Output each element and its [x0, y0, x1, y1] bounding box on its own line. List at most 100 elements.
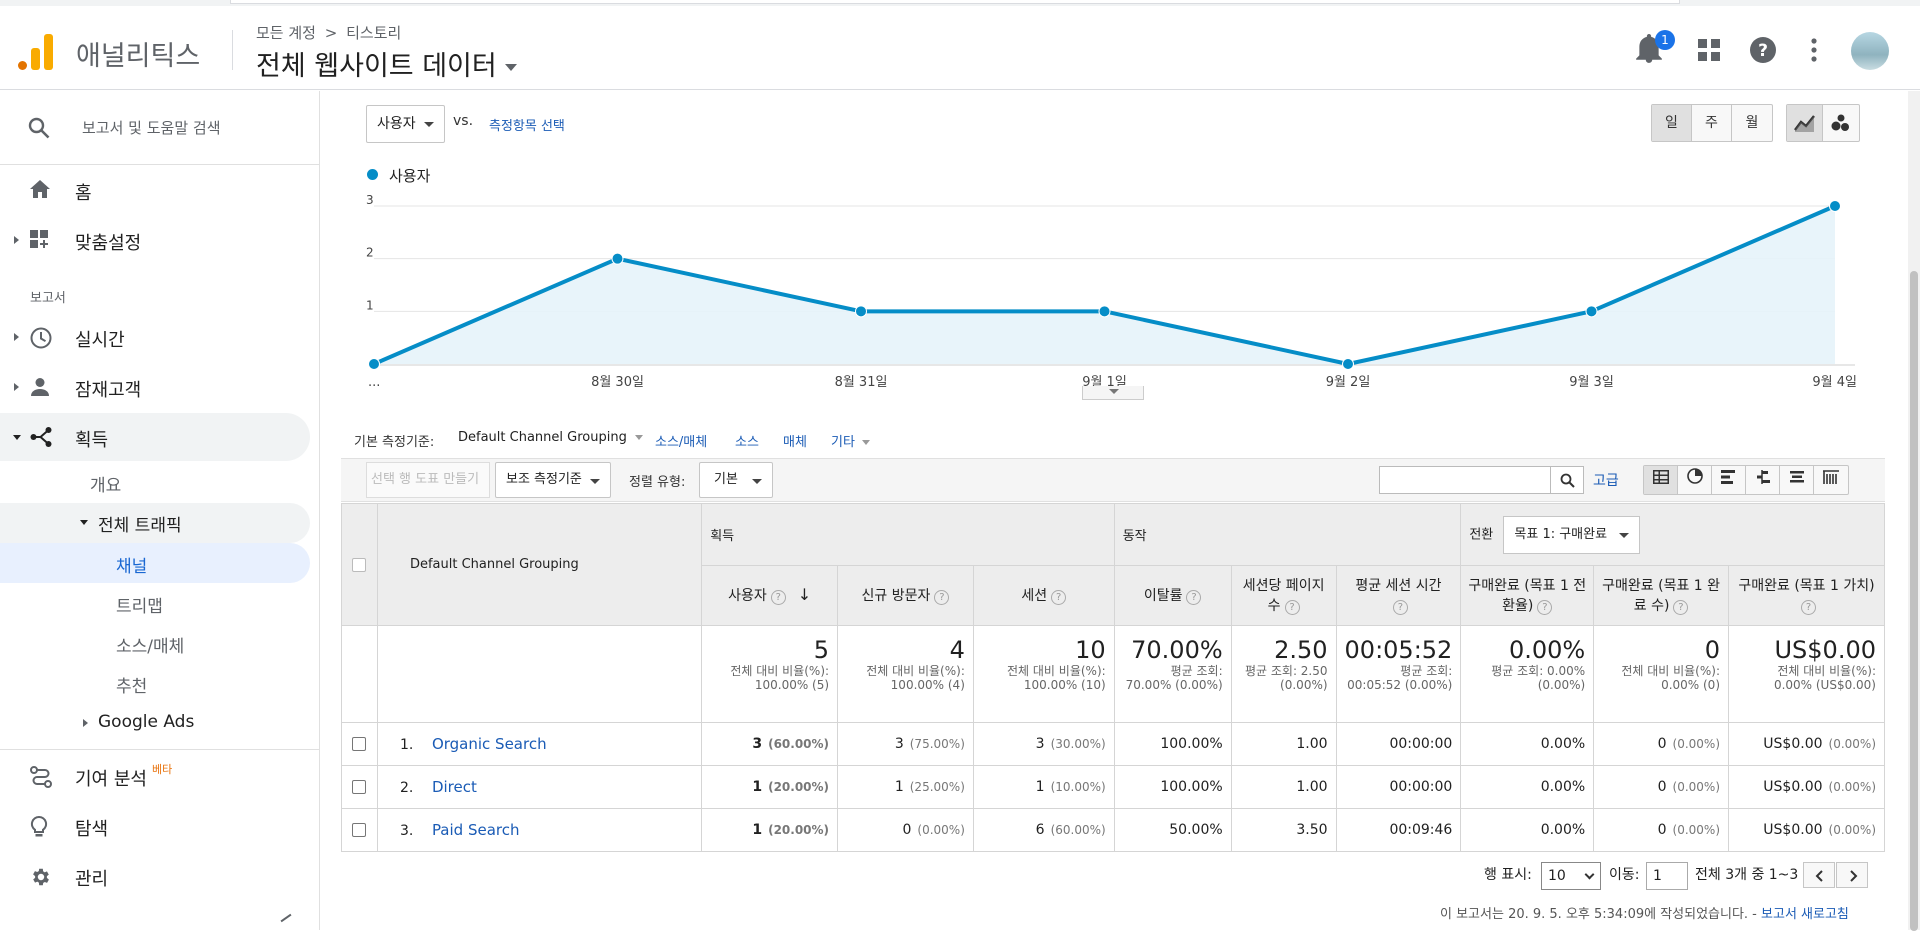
- dimension-link-medium[interactable]: 매체: [783, 435, 807, 450]
- goal-dropdown[interactable]: 목표 1: 구매완료: [1503, 515, 1641, 554]
- sidebar-item-home[interactable]: 홈: [0, 166, 310, 214]
- page-scrollbar[interactable]: [1908, 91, 1920, 931]
- avatar[interactable]: [1851, 32, 1889, 70]
- scrollbar-thumb[interactable]: [1910, 271, 1918, 931]
- prev-page-button[interactable]: [1803, 862, 1835, 888]
- cell-value: 0: [902, 822, 912, 838]
- plot-rows-button[interactable]: 선택 행 도표 만들기: [366, 462, 490, 498]
- search-icon: [28, 117, 50, 139]
- help-icon[interactable]: ?: [1051, 589, 1067, 605]
- dimension-link-source-medium[interactable]: 소스/매체: [655, 435, 708, 450]
- channel-link[interactable]: Direct: [431, 778, 477, 796]
- refresh-report-link[interactable]: 보고서 새로고침: [1761, 907, 1849, 922]
- motion-chart-button[interactable]: [1823, 105, 1859, 141]
- brand-name[interactable]: 애널리틱스: [76, 41, 201, 72]
- sort-type-label: 정렬 유형:: [629, 475, 686, 490]
- channel-link[interactable]: Organic Search: [431, 735, 547, 753]
- performance-view-button[interactable]: [1712, 466, 1746, 494]
- pivot-view-button[interactable]: [1814, 466, 1848, 494]
- dimension-header[interactable]: Default Channel Grouping: [376, 503, 703, 626]
- day-button[interactable]: 일: [1652, 105, 1692, 141]
- col-avg-session-duration[interactable]: 평균 세션 시간?: [1335, 565, 1462, 626]
- sidebar-item-referrals[interactable]: 추천: [116, 677, 148, 697]
- metric-dropdown[interactable]: 사용자: [366, 105, 445, 143]
- pie-view-button[interactable]: [1678, 466, 1712, 494]
- sidebar-item-treemaps[interactable]: 트리맵: [116, 597, 163, 617]
- sidebar-item-overview[interactable]: 개요: [90, 476, 122, 496]
- data-view-button[interactable]: [1644, 466, 1678, 494]
- row-users: 1 (20.00%): [701, 765, 839, 809]
- col-goal-value[interactable]: 구매완료 (목표 1 가치)?: [1728, 565, 1885, 626]
- breadcrumb-property[interactable]: 티스토리: [346, 24, 402, 42]
- help-icon[interactable]: ?: [1801, 599, 1816, 615]
- sidebar-item-source-medium[interactable]: 소스/매체: [116, 637, 185, 657]
- col-users[interactable]: 사용자? ↓: [701, 565, 839, 626]
- sidebar-item-discover[interactable]: 탐색: [0, 802, 310, 850]
- help-icon[interactable]: ?: [1284, 599, 1300, 615]
- cell-value: 3: [894, 736, 904, 752]
- col-new-users[interactable]: 신규 방문자?: [837, 565, 974, 626]
- col-goal-conversion-rate[interactable]: 구매완료 (목표 1 전환율)?: [1460, 565, 1595, 626]
- breadcrumb[interactable]: 모든 계정 > 티스토리: [256, 22, 401, 43]
- month-button[interactable]: 월: [1745, 115, 1759, 131]
- week-button[interactable]: 주: [1692, 105, 1732, 141]
- sidebar-item-acquisition[interactable]: 획득: [0, 413, 310, 461]
- col-goal-completions[interactable]: 구매완료 (목표 1 완료 수)?: [1593, 565, 1729, 626]
- chart-resize-handle[interactable]: [1082, 386, 1144, 400]
- next-page-button[interactable]: [1836, 862, 1868, 888]
- sidebar-item-attribution[interactable]: 기여 분석 베타: [0, 752, 310, 800]
- help-icon[interactable]: ?: [1186, 589, 1202, 605]
- cell-value: 1: [894, 779, 904, 795]
- table-search-input[interactable]: [1379, 466, 1551, 494]
- help-icon[interactable]: ?: [1673, 599, 1689, 615]
- table-search-button[interactable]: [1550, 466, 1584, 494]
- sort-type-dropdown[interactable]: 기본: [699, 462, 773, 498]
- dimension-link-source[interactable]: 소스: [735, 435, 759, 450]
- legend-series-label: 사용자: [389, 167, 431, 185]
- row-checkbox[interactable]: [352, 823, 367, 837]
- sidebar-item-channels[interactable]: 채널: [0, 543, 310, 583]
- sidebar-search[interactable]: 보고서 및 도움말 검색: [0, 91, 320, 165]
- secondary-dimension-dropdown[interactable]: 보조 측정기준: [495, 462, 611, 498]
- table-row[interactable]: 2. Direct 1 (20.00%) 1 (25.00%) 1 (10.00%) 100.0…: [341, 765, 1885, 809]
- sidebar-item-realtime[interactable]: 실시간: [0, 313, 310, 361]
- sidebar-item-customization[interactable]: 맞춤설정: [0, 216, 310, 264]
- help-icon[interactable]: ?: [770, 590, 786, 605]
- select-metric-link[interactable]: 측정항목 선택: [489, 119, 565, 134]
- breadcrumb-account[interactable]: 모든 계정: [256, 24, 316, 42]
- search-icon: [1560, 473, 1575, 488]
- row-conversion-rate: 0.00%: [1460, 722, 1595, 766]
- help-icon[interactable]: ?: [1537, 599, 1553, 615]
- rows-per-page-select[interactable]: 10: [1541, 862, 1601, 890]
- term-cloud-view-button[interactable]: [1780, 466, 1814, 494]
- help-icon[interactable]: ?: [934, 589, 950, 605]
- col-sessions[interactable]: 세션?: [972, 565, 1115, 626]
- comparison-view-button[interactable]: [1746, 466, 1780, 494]
- advanced-filter-link[interactable]: 고급: [1593, 473, 1619, 489]
- help-icon[interactable]: ?: [1750, 37, 1776, 63]
- primary-dimension-value[interactable]: Default Channel Grouping: [458, 430, 643, 445]
- goto-page-input[interactable]: 1: [1646, 862, 1688, 890]
- view-selector[interactable]: 전체 웹사이트 데이터: [256, 44, 517, 83]
- table-row[interactable]: 1. Organic Search 3 (60.00%) 3 (75.00%) 3 (30.0…: [341, 722, 1885, 766]
- line-chart-button[interactable]: [1787, 105, 1823, 141]
- browser-top-strip: [0, 0, 1920, 6]
- more-vert-icon[interactable]: [1811, 38, 1817, 62]
- col-bounce-rate[interactable]: 이탈률?: [1113, 565, 1232, 626]
- dimension-link-other[interactable]: 기타: [831, 431, 871, 450]
- row-checkbox[interactable]: [352, 737, 367, 751]
- sidebar-collapse-icon[interactable]: [280, 913, 292, 923]
- sidebar-item-audience[interactable]: 잠재고객: [0, 363, 310, 411]
- apps-grid-icon[interactable]: [1698, 39, 1720, 61]
- help-icon[interactable]: ?: [1392, 599, 1408, 615]
- sidebar-item-all-traffic[interactable]: 전체 트래픽: [0, 503, 310, 543]
- select-all-checkbox[interactable]: [352, 557, 367, 572]
- col-pages-per-session[interactable]: 세션당 페이지수?: [1230, 565, 1337, 626]
- analytics-logo-icon[interactable]: [18, 30, 54, 70]
- channel-link[interactable]: Paid Search: [431, 821, 520, 839]
- sidebar-item-admin[interactable]: 관리: [0, 852, 310, 900]
- row-checkbox[interactable]: [352, 780, 367, 794]
- sidebar-item-google-ads[interactable]: Google Ads: [0, 703, 310, 743]
- cell-pct: (30.00%): [1050, 737, 1106, 751]
- table-row[interactable]: 3. Paid Search 1 (20.00%) 0 (0.00%) 6 (60.00%) 5…: [341, 808, 1885, 852]
